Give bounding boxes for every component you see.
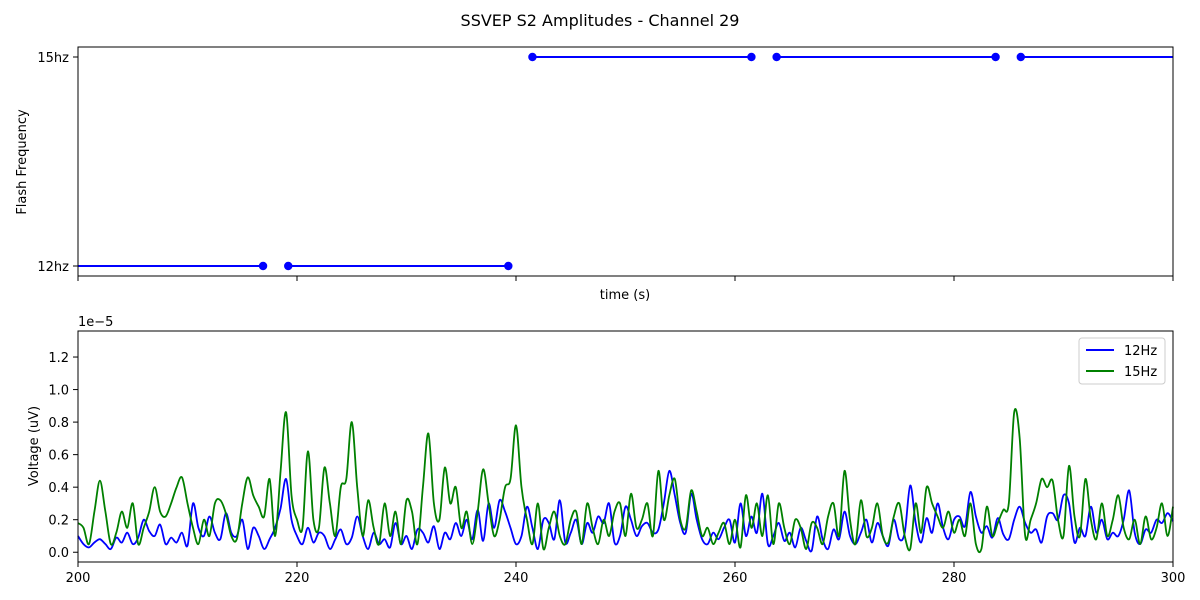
bottom-x-tick-label-280: 280 [942,571,967,586]
top-chart-frame [77,46,1174,277]
bottom-y-tick-label-1.0: 1.0 [48,384,69,399]
flash-marker-1-2 [258,261,268,271]
flash-marker-3-2 [747,52,756,62]
legend: 12Hz 15Hz [1078,337,1166,385]
flash-marker-2-2 [504,261,513,271]
series-line-15hz [77,408,1174,554]
bottom-chart-marks [77,408,1174,554]
bottom-chart-offset-label: 1e−5 [78,315,113,330]
bottom-y-tick-label-0.4: 0.4 [48,481,69,496]
bottom-x-tick-label-240: 240 [504,571,529,586]
bottom-y-tick-label-0.8: 0.8 [48,416,69,431]
bottom-y-tick-label-0.6: 0.6 [48,449,69,464]
bottom-x-tick-label-300: 300 [1161,571,1186,586]
top-chart-ylabel: Flash Frequency [15,109,30,215]
legend-label-12hz: 12Hz [1124,344,1157,359]
series-line-12hz [77,469,1174,553]
bottom-chart-axes: 200 220 240 260 280 300 0.0 0.2 0.4 0.6 0.8 1.0 1.2 [48,351,1185,586]
figure-title: SSVEP S2 Amplitudes - Channel 29 [461,11,740,30]
top-chart-xlabel: time (s) [600,288,650,303]
bottom-x-tick-label-200: 200 [66,571,91,586]
bottom-y-tick-label-0.2: 0.2 [48,514,69,529]
bottom-chart-frame [77,330,1174,563]
flash-marker-2-1 [284,261,293,271]
legend-label-15hz: 15Hz [1124,365,1157,380]
flash-marker-4-1 [772,52,781,62]
bottom-y-tick-label-0.0: 0.0 [48,546,69,561]
top-y-tick-label-12hz: 12hz [37,260,69,275]
flash-marker-4-2 [991,52,1000,62]
bottom-y-tick-label-1.2: 1.2 [48,351,69,366]
bottom-x-tick-label-260: 260 [723,571,748,586]
flash-marker-3-1 [528,52,537,62]
flash-marker-5-1 [1016,52,1025,62]
bottom-chart: 200 220 240 260 280 3000.00.20.40.60.81.01.2 … [27,315,1185,586]
bottom-x-tick-label-220: 220 [285,571,310,586]
top-y-tick-label-15hz: 15hz [37,51,69,66]
bottom-chart-ylabel: Voltage (uV) [27,406,42,486]
top-chart: 12hz 15hz time (s) Flash Frequency [15,46,1174,303]
top-chart-axes: 12hz 15hz [37,51,1174,281]
top-chart-marks [78,52,1173,271]
